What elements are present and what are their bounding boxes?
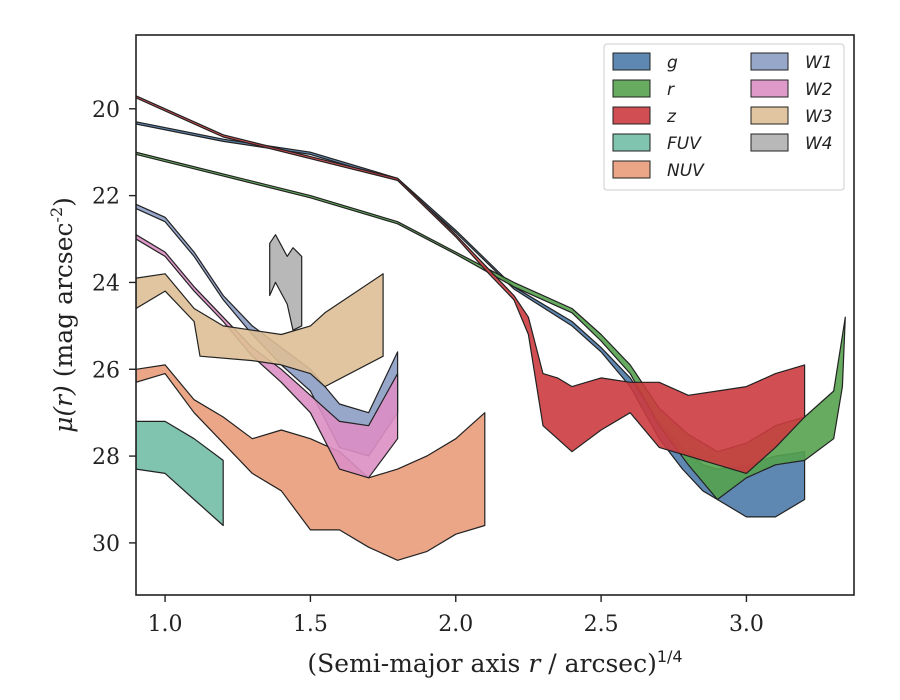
x-axis-label: (Semi-major axis r / arcsec)1/4 bbox=[307, 647, 682, 678]
legend-swatch-W2 bbox=[750, 79, 789, 98]
band-W3 bbox=[136, 273, 384, 388]
y-axis-label: μ(r) (mag arcsec-2) bbox=[47, 197, 78, 433]
legend-swatch-g bbox=[612, 52, 651, 71]
band-z bbox=[136, 95, 806, 474]
y-tick-label: 28 bbox=[92, 445, 120, 470]
legend-swatch-W4 bbox=[750, 133, 789, 152]
y-tick-label: 22 bbox=[92, 185, 120, 210]
x-tick-label: 2.5 bbox=[584, 612, 619, 637]
band-NUV bbox=[136, 364, 486, 561]
legend-label-FUV: FUV bbox=[667, 134, 702, 154]
x-tick-label: 1.5 bbox=[293, 612, 328, 637]
chart-bands bbox=[136, 95, 846, 561]
x-tick-label: 1.0 bbox=[148, 612, 183, 637]
legend-label-W1: W1 bbox=[805, 53, 833, 73]
legend-swatch-NUV bbox=[612, 160, 651, 179]
legend-label-r: r bbox=[667, 80, 675, 100]
band-W4 bbox=[269, 234, 303, 331]
legend-swatch-W1 bbox=[750, 52, 789, 71]
legend-swatch-FUV bbox=[612, 133, 651, 152]
y-tick-label: 26 bbox=[92, 358, 120, 383]
legend-swatch-W3 bbox=[750, 106, 789, 125]
legend-swatch-z bbox=[612, 106, 651, 125]
y-tick-label: 30 bbox=[92, 532, 120, 557]
legend-label-W4: W4 bbox=[805, 134, 833, 154]
chart-axes: 1.0 1.5 2.0 2.5 3.0 20 22 24 26 28 30 (Semi-major a… bbox=[47, 34, 855, 678]
legend-label-NUV: NUV bbox=[667, 161, 705, 181]
band-FUV bbox=[136, 420, 224, 527]
legend-label-W3: W3 bbox=[805, 107, 833, 127]
legend-label-W2: W2 bbox=[805, 80, 833, 100]
y-tick-label: 24 bbox=[92, 271, 120, 296]
x-tick-label: 3.0 bbox=[729, 612, 764, 637]
plot-frame bbox=[135, 34, 855, 596]
legend-label-z: z bbox=[666, 107, 677, 127]
legend-label-g: g bbox=[667, 53, 678, 73]
y-tick-label: 20 bbox=[92, 98, 120, 123]
legend-swatch-r bbox=[612, 79, 651, 98]
x-tick-label: 2.0 bbox=[438, 612, 473, 637]
legend: grz FUV NUV W1 W2 W3 W4 bbox=[603, 43, 845, 191]
